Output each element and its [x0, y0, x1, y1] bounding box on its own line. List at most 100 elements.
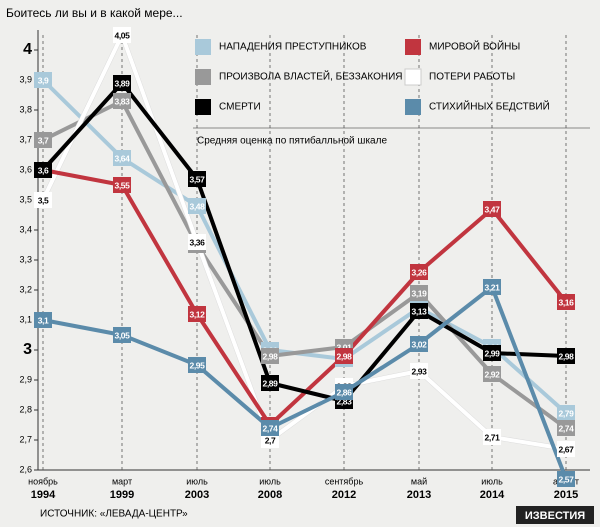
data-point: 3,5 [34, 192, 52, 208]
value-label: 3,9 [38, 75, 49, 85]
y-tick-label: 3,8 [19, 104, 32, 114]
point-box [188, 198, 206, 214]
point-box [34, 132, 52, 148]
point-box [483, 201, 501, 217]
value-label: 3,12 [190, 309, 206, 319]
series-line [42, 99, 568, 430]
value-label: 2,99 [485, 348, 501, 358]
value-label: 3,26 [412, 267, 428, 277]
series-line [41, 33, 567, 451]
data-point: 3,48 [188, 198, 206, 214]
data-point: 3,13 [410, 303, 428, 319]
data-point: 3,05 [113, 327, 131, 343]
x-tick-year: 2008 [258, 489, 282, 501]
value-label: 3,47 [485, 204, 501, 214]
x-tick-label: июль [259, 476, 281, 486]
value-label: 3,48 [190, 201, 206, 211]
x-tick-label: март [112, 476, 132, 486]
data-point: 3,12 [188, 306, 206, 322]
point-box [557, 294, 575, 310]
data-point: 2,86 [335, 384, 353, 400]
value-label: 2,83 [337, 396, 353, 406]
data-point: 3,55 [113, 177, 131, 193]
value-label: 2,86 [337, 387, 353, 397]
x-tick-label: ноябрь [28, 476, 58, 486]
value-label: 3,05 [115, 330, 131, 340]
x-tick-year: 2003 [185, 489, 209, 501]
data-point: 2,95 [188, 357, 206, 373]
point-box [557, 441, 575, 457]
y-tick-label: 3 [23, 341, 32, 358]
y-tick-label: 3,3 [19, 254, 32, 264]
point-box [557, 471, 575, 487]
value-label: 2,74 [559, 423, 575, 433]
y-tick-label: 2,9 [19, 374, 32, 384]
point-box [261, 420, 279, 436]
legend-label: ПОТЕРИ РАБОТЫ [429, 72, 515, 83]
point-box [557, 348, 575, 364]
y-tick-label: 2,7 [19, 434, 32, 444]
y-tick-label: 3,4 [19, 224, 32, 234]
value-label: 3,02 [412, 339, 428, 349]
value-label: 4,05 [115, 30, 131, 40]
value-label: 3,89 [115, 78, 131, 88]
value-label: 2,7 [265, 435, 276, 445]
data-point: 3,64 [113, 150, 131, 166]
legend-swatch [195, 69, 211, 85]
value-label: 3,5 [38, 195, 49, 205]
y-tick-label: 3,2 [19, 284, 32, 294]
value-label: 3,16 [559, 297, 575, 307]
data-point: 3,21 [483, 279, 501, 295]
legend-label: СМЕРТИ [219, 102, 261, 113]
point-box [557, 405, 575, 421]
legend-swatch [404, 68, 422, 86]
point-box [188, 171, 206, 187]
point-box [261, 375, 279, 391]
value-label: 3,36 [190, 237, 206, 247]
data-point: 3,47 [483, 201, 501, 217]
point-box [113, 93, 131, 109]
data-point: 2,57 [557, 471, 575, 487]
y-tick-label: 3,6 [19, 164, 32, 174]
legend-label: СТИХИЙНЫХ БЕДСТВИЙ [429, 100, 550, 113]
point-box [34, 162, 52, 178]
point-box [188, 306, 206, 322]
data-point: 2,92 [483, 366, 501, 382]
data-point: 2,79 [557, 405, 575, 421]
value-label: 2,79 [559, 408, 575, 418]
x-tick-label: май [411, 476, 427, 486]
data-point: 3,83 [113, 93, 131, 109]
point-box [483, 429, 501, 445]
x-tick-label: июль [186, 476, 208, 486]
point-box [34, 72, 52, 88]
data-point: 3,02 [410, 336, 428, 352]
value-label: 2,98 [263, 351, 279, 361]
logo-box [516, 506, 594, 524]
y-tick-label: 2,8 [19, 404, 32, 414]
point-box [410, 336, 428, 352]
data-point: 4,05 [113, 27, 131, 43]
point-box [113, 327, 131, 343]
chart-title: Боитесь ли вы и в какой мере... [6, 6, 183, 20]
x-tick-year: 2012 [332, 489, 356, 501]
data-point: 3,7 [34, 132, 52, 148]
data-point: 3,6 [34, 162, 52, 178]
point-box [410, 264, 428, 280]
value-label: 2,92 [485, 369, 501, 379]
y-tick-label: 3,9 [19, 74, 32, 84]
data-point: 2,71 [483, 429, 501, 445]
value-label: 2,98 [337, 351, 353, 361]
point-box [261, 348, 279, 364]
value-label: 2,74 [263, 423, 279, 433]
point-box [113, 150, 131, 166]
value-label: 3,1 [38, 315, 49, 325]
value-label: 3,7 [38, 135, 49, 145]
value-label: 3,21 [485, 282, 501, 292]
value-label: 3,64 [115, 153, 131, 163]
point-box [410, 363, 428, 379]
data-point: 3,19 [410, 285, 428, 301]
legend-swatch [405, 39, 421, 55]
data-point: 3,57 [188, 171, 206, 187]
x-tick-year: 1994 [31, 489, 56, 501]
data-point: 2,93 [410, 363, 428, 379]
